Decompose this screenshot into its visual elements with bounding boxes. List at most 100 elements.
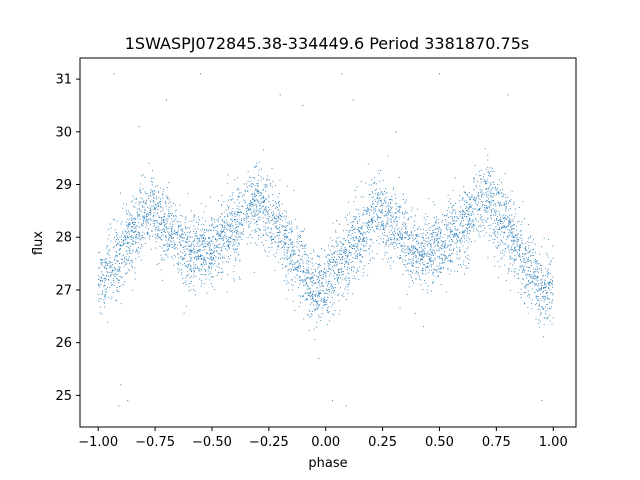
scatter-point (346, 229, 348, 231)
scatter-point (497, 229, 499, 230)
scatter-point (308, 295, 310, 297)
scatter-point (396, 238, 398, 240)
scatter-point (423, 246, 425, 247)
scatter-point (306, 270, 308, 272)
scatter-point (431, 260, 432, 262)
scatter-point (208, 241, 210, 243)
scatter-point (124, 257, 126, 259)
scatter-point (380, 211, 382, 212)
scatter-point (463, 231, 465, 233)
scatter-point (164, 231, 166, 233)
scatter-point (343, 230, 345, 232)
scatter-point (486, 188, 487, 189)
scatter-point (344, 239, 346, 241)
scatter-point (164, 236, 166, 238)
scatter-point (129, 246, 131, 248)
scatter-point (478, 234, 480, 236)
scatter-point (319, 300, 321, 302)
scatter-point (139, 235, 141, 237)
scatter-point (450, 203, 452, 205)
scatter-point (378, 236, 380, 238)
scatter-point (228, 241, 230, 242)
scatter-point (414, 215, 416, 217)
scatter-point (109, 265, 111, 267)
scatter-point (487, 171, 489, 173)
scatter-point (487, 166, 489, 168)
scatter-point (405, 201, 406, 203)
scatter-point (356, 268, 358, 270)
scatter-point (168, 244, 170, 246)
scatter-point (257, 213, 259, 215)
scatter-point (139, 251, 141, 253)
scatter-point (265, 240, 267, 242)
scatter-point (361, 228, 362, 230)
scatter-point (384, 245, 386, 247)
scatter-point (512, 257, 514, 259)
scatter-point (535, 279, 537, 281)
scatter-point (376, 219, 378, 221)
scatter-point (104, 284, 106, 286)
scatter-point (377, 201, 379, 203)
scatter-point (486, 196, 488, 198)
scatter-point (369, 238, 371, 240)
scatter-point (156, 196, 157, 198)
scatter-point (145, 219, 147, 221)
scatter-point (447, 237, 449, 239)
scatter-point (234, 179, 236, 181)
scatter-point (495, 188, 497, 190)
scatter-point (540, 312, 542, 314)
scatter-point (365, 225, 367, 227)
scatter-point (430, 244, 431, 246)
scatter-point (463, 191, 465, 193)
scatter-point (382, 225, 384, 227)
scatter-point (246, 243, 248, 245)
scatter-point (163, 245, 165, 247)
scatter-point (354, 218, 356, 220)
scatter-point (189, 252, 191, 254)
scatter-point (384, 188, 386, 190)
scatter-point (145, 213, 147, 215)
scatter-point (444, 240, 446, 242)
scatter-point (326, 324, 328, 326)
scatter-point (140, 239, 142, 241)
scatter-point (310, 291, 312, 293)
scatter-point (332, 286, 333, 288)
scatter-point (372, 218, 374, 220)
scatter-point (510, 221, 511, 223)
scatter-point (522, 253, 523, 255)
scatter-point (355, 238, 357, 240)
scatter-point (347, 214, 348, 216)
scatter-point (181, 215, 183, 217)
scatter-point (167, 218, 169, 220)
scatter-point (139, 226, 141, 228)
scatter-point (485, 205, 487, 207)
scatter-point (291, 280, 293, 282)
scatter-point (427, 262, 429, 264)
scatter-point (403, 245, 405, 247)
scatter-point (132, 241, 134, 243)
scatter-point (154, 208, 156, 210)
scatter-point (547, 292, 549, 293)
scatter-point (257, 191, 259, 193)
scatter-point (360, 227, 362, 229)
scatter-point (429, 258, 430, 260)
scatter-point (391, 199, 393, 201)
scatter-point (275, 221, 277, 223)
scatter-point (481, 219, 483, 221)
scatter-point (367, 223, 369, 225)
scatter-point (108, 279, 110, 281)
scatter-point (105, 291, 107, 293)
scatter-point (353, 267, 355, 268)
scatter-point (219, 253, 221, 255)
scatter-point (424, 269, 426, 271)
scatter-point (311, 302, 313, 304)
scatter-point (152, 205, 154, 207)
scatter-point (482, 225, 484, 227)
scatter-point (263, 221, 264, 223)
scatter-point (437, 234, 439, 236)
scatter-point (103, 266, 105, 268)
scatter-point (289, 263, 291, 265)
scatter-point (294, 267, 296, 269)
scatter-point (434, 253, 436, 255)
scatter-point (152, 195, 154, 197)
